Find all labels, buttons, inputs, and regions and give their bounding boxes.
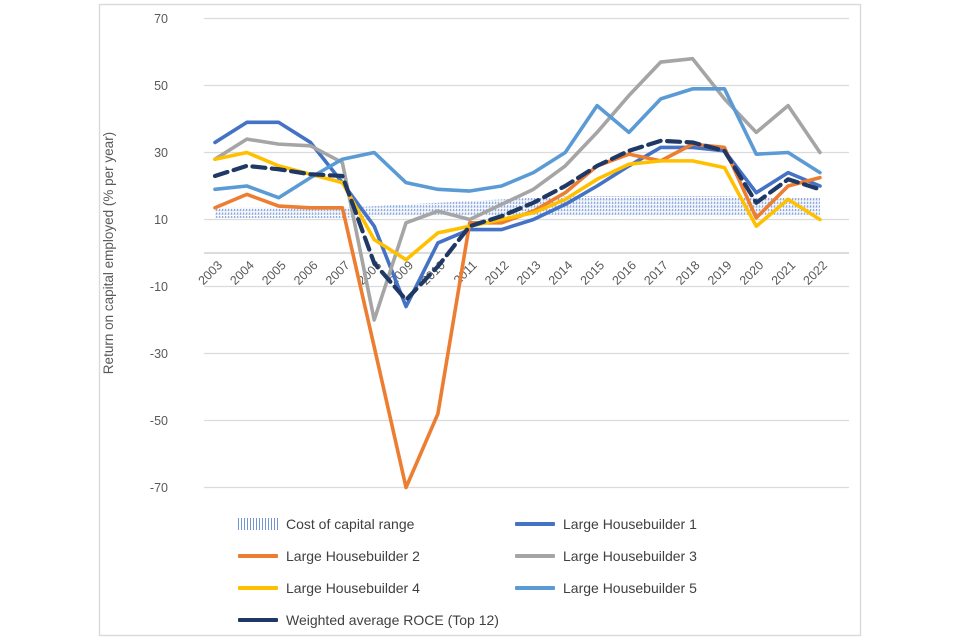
y-tick-label: -70 <box>150 481 168 495</box>
legend-item-weighted-average-roce: Weighted average ROCE (Top 12) <box>238 612 515 628</box>
y-tick-label: 10 <box>154 213 168 227</box>
line-swatch-icon <box>515 522 555 526</box>
legend-item-large-housebuilder-5: Large Housebuilder 5 <box>515 580 792 596</box>
x-tick-label: 2015 <box>578 258 608 288</box>
x-tick-label: 2018 <box>673 258 703 288</box>
y-axis-title: Return on capital employed (% per year) <box>101 132 116 374</box>
legend-item-large-housebuilder-3: Large Housebuilder 3 <box>515 548 792 564</box>
x-tick-label: 2016 <box>609 258 639 288</box>
x-tick-label: 2014 <box>546 258 576 288</box>
legend-label: Cost of capital range <box>286 516 415 532</box>
y-tick-label: 30 <box>154 146 168 160</box>
cost-of-capital-band-swatch-icon <box>238 518 278 530</box>
y-tick-label: -10 <box>150 280 168 294</box>
legend-label: Large Housebuilder 1 <box>563 516 697 532</box>
legend-label: Large Housebuilder 2 <box>286 548 420 564</box>
y-tick-label: -30 <box>150 347 168 361</box>
legend-row: Weighted average ROCE (Top 12) <box>238 604 838 636</box>
legend-label: Large Housebuilder 3 <box>563 548 697 564</box>
line-swatch-icon <box>515 554 555 558</box>
x-tick-label: 2022 <box>801 258 831 288</box>
legend-label: Large Housebuilder 4 <box>286 580 420 596</box>
legend-item-large-housebuilder-2: Large Housebuilder 2 <box>238 548 515 564</box>
dashed-line-swatch-icon <box>238 617 278 623</box>
x-tick-label: 2017 <box>641 258 671 288</box>
x-tick-label: 2012 <box>482 258 512 288</box>
legend-label: Large Housebuilder 5 <box>563 580 697 596</box>
x-tick-label: 2005 <box>259 258 289 288</box>
x-tick-label: 2021 <box>769 258 799 288</box>
legend-row: Cost of capital range Large Housebuilder… <box>238 508 838 540</box>
series-large-housebuilder-3 <box>213 56 822 322</box>
chart-frame <box>98 3 862 637</box>
x-tick-label: 2019 <box>705 258 735 288</box>
legend-label: Weighted average ROCE (Top 12) <box>286 612 499 628</box>
x-tick-label: 2003 <box>196 258 226 288</box>
y-tick-label: 50 <box>154 79 168 93</box>
x-tick-label: 2011 <box>451 258 480 287</box>
series-weighted-average-roce-top-12 <box>212 138 823 302</box>
legend-row: Large Housebuilder 4 Large Housebuilder … <box>238 572 838 604</box>
legend-item-large-housebuilder-1: Large Housebuilder 1 <box>515 516 792 532</box>
legend-row: Large Housebuilder 2 Large Housebuilder … <box>238 540 838 572</box>
y-tick-label: 70 <box>154 12 168 26</box>
x-tick-label: 2007 <box>323 258 353 288</box>
x-tick-label: 2013 <box>514 258 544 288</box>
line-swatch-icon <box>515 586 555 590</box>
x-tick-label: 2004 <box>227 258 257 288</box>
legend-item-large-housebuilder-4: Large Housebuilder 4 <box>238 580 515 596</box>
chart-legend: Cost of capital range Large Housebuilder… <box>238 508 838 636</box>
x-tick-label: 2006 <box>291 258 321 288</box>
line-swatch-icon <box>238 554 278 558</box>
line-swatch-icon <box>238 586 278 590</box>
x-tick-label: 2020 <box>737 258 767 288</box>
legend-item-cost-of-capital-range: Cost of capital range <box>238 516 515 532</box>
y-tick-label: -50 <box>150 414 168 428</box>
